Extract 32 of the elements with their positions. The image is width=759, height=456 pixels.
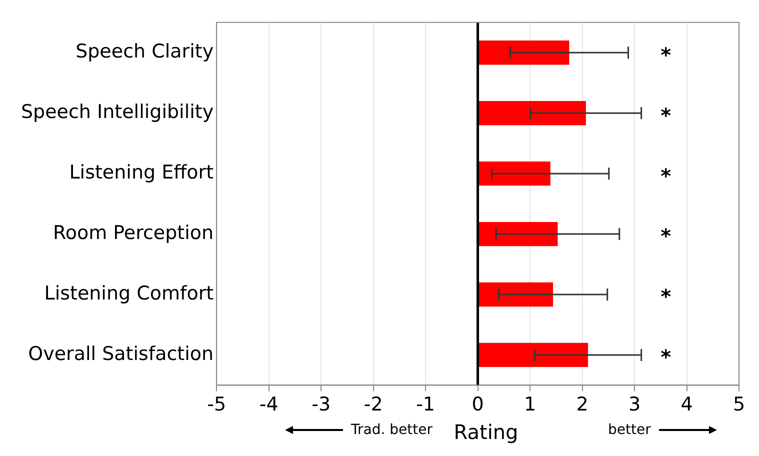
x-tick-label: -5 <box>207 394 226 416</box>
x-tick-label: 5 <box>732 394 746 416</box>
x-tick-label: 3 <box>628 394 641 416</box>
annotation: * <box>660 224 672 248</box>
x-tick-label: 0 <box>472 394 484 416</box>
y-tick-label: Speech Intelligibility <box>20 101 214 124</box>
bar <box>478 101 586 126</box>
annotation: * <box>660 164 672 188</box>
annotation: * <box>660 284 672 309</box>
x-tick-label: -1 <box>416 394 436 416</box>
x-tick-label: 4 <box>680 394 693 416</box>
y-tick-label: Speech Clarity <box>76 40 214 63</box>
bar <box>478 161 550 186</box>
x-axis-title: Rating <box>454 420 518 444</box>
x-tick-label: 1 <box>524 394 536 416</box>
annotation: * <box>660 345 672 370</box>
y-tick-label: Listening Effort <box>69 162 214 184</box>
bar <box>478 342 588 368</box>
y-tick-label: Room Perception <box>52 222 214 244</box>
x-tick-label: 2 <box>576 394 588 416</box>
x-tick-label: -4 <box>259 394 278 416</box>
text: better <box>608 422 651 438</box>
annotation: * <box>660 42 672 67</box>
bar <box>478 40 570 65</box>
x-tick-label: -2 <box>364 394 383 416</box>
x-tick-label: -3 <box>312 394 331 416</box>
bar <box>478 282 554 307</box>
annotation: * <box>660 103 672 128</box>
bar <box>478 222 558 246</box>
text: Trad. better <box>351 422 432 438</box>
y-tick-label: Overall Satisfaction <box>28 342 214 365</box>
y-tick-label: Listening Comfort <box>44 282 214 304</box>
